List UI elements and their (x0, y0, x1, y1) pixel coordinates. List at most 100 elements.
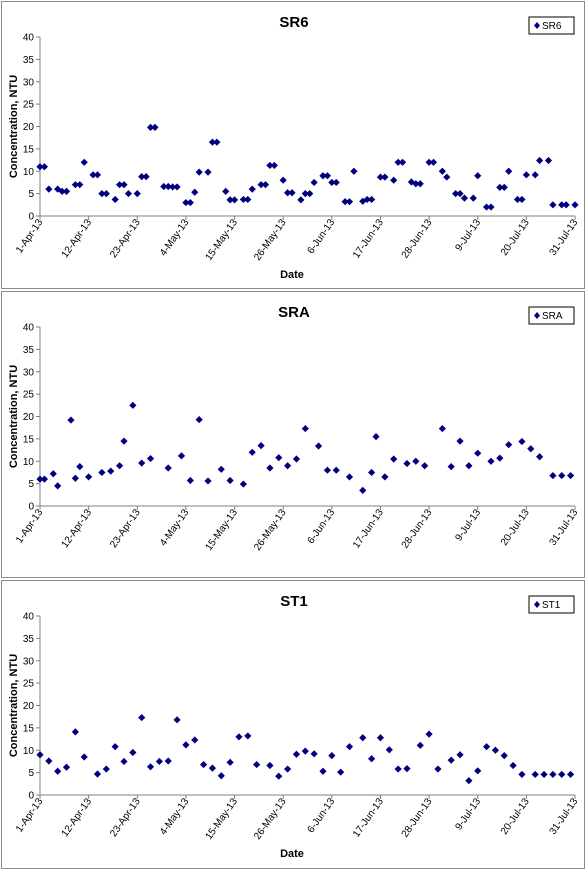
chart-st1: ST1 0 5 10 15 20 25 30 35 40 1-Apr-13 12-Apr-13 23-A… (8, 593, 581, 860)
x-tick-label: 12-Apr-13 (60, 217, 95, 260)
data-point (67, 416, 75, 424)
y-tick-label: 10 (23, 457, 35, 468)
x-tick-label: 17-Jun-13 (351, 796, 386, 840)
data-point (531, 770, 539, 779)
data-point (544, 156, 553, 165)
x-tick-label: 12-Apr-13 (60, 507, 95, 550)
data-point (120, 181, 128, 189)
data-point (102, 765, 110, 773)
data-point (482, 203, 491, 211)
data-point (372, 433, 380, 441)
y-axis-label: Concentration, NTU (8, 365, 20, 468)
data-point (275, 772, 283, 780)
x-tick-label: 17-Jun-13 (351, 507, 386, 551)
data-point (337, 768, 345, 776)
legend-label: SR6 (542, 21, 562, 32)
y-tick-label: 30 (23, 656, 35, 667)
data-point (226, 196, 234, 204)
data-point (279, 176, 287, 184)
chart-title: ST1 (280, 593, 308, 610)
data-point (465, 462, 473, 470)
data-point (71, 181, 79, 189)
x-tick-label: 9-Jul-13 (453, 796, 483, 832)
data-point (518, 195, 526, 204)
data-point (368, 468, 376, 477)
legend: ST1 (528, 595, 575, 614)
legend-label: ST1 (542, 600, 561, 611)
data-point (522, 171, 530, 179)
x-tick-label: 17-Jun-13 (351, 217, 386, 261)
legend: SRA (528, 306, 575, 325)
data-point (284, 189, 292, 197)
data-point (191, 188, 199, 196)
data-point (115, 181, 124, 189)
x-tick-label: 20-Jul-13 (499, 507, 532, 548)
data-point (474, 172, 482, 180)
data-point (447, 756, 455, 764)
x-tick-label: 28-Jun-13 (400, 217, 435, 261)
data-point (45, 757, 53, 765)
data-point (49, 470, 57, 478)
x-tick-label: 4-May-13 (158, 507, 191, 548)
data-point (288, 189, 296, 197)
y-tick-label: 20 (23, 412, 35, 423)
x-tick-label: 20-Jul-13 (499, 796, 532, 837)
data-point (40, 163, 49, 171)
data-point (151, 123, 159, 131)
data-point (447, 463, 455, 471)
data-point (186, 198, 194, 207)
x-tick-label: 12-Apr-13 (60, 796, 95, 839)
data-point (142, 173, 150, 181)
data-point (120, 437, 128, 445)
legend-marker (534, 601, 540, 608)
data-point (111, 743, 119, 751)
data-point (323, 172, 331, 180)
data-point (310, 750, 318, 758)
y-tick-label: 10 (23, 746, 35, 757)
chart-panel-sra: SRA 0 5 10 15 20 25 30 35 40 1-Apr-13 12-Apr-13 23-A… (1, 291, 585, 578)
data-point (107, 467, 115, 475)
data-point (438, 424, 446, 433)
data-point (513, 195, 522, 204)
data-point (120, 757, 128, 766)
data-point (93, 770, 102, 778)
x-tick-label: 9-Jul-13 (453, 507, 483, 543)
x-axis-label: Date (280, 848, 304, 860)
data-point (368, 195, 376, 204)
x-tick-label: 1-Apr-13 (14, 217, 46, 256)
x-tick-label: 1-Apr-13 (14, 507, 46, 546)
y-tick-label: 25 (23, 100, 35, 111)
data-point (164, 182, 172, 191)
data-point (500, 183, 508, 191)
data-point (505, 441, 513, 449)
y-tick-label: 10 (23, 167, 35, 178)
data-point (71, 474, 79, 482)
data-point (518, 770, 526, 779)
data-point (284, 765, 292, 773)
data-point (416, 741, 424, 749)
data-point (235, 733, 243, 741)
data-point (558, 770, 566, 779)
data-point (474, 449, 482, 457)
data-point (368, 755, 376, 763)
x-tick-label: 23-Apr-13 (108, 217, 143, 260)
x-tick-label: 15-May-13 (204, 507, 241, 553)
data-point (129, 401, 137, 409)
y-tick-label: 5 (28, 189, 34, 200)
y-tick-label: 0 (28, 502, 34, 513)
legend-marker (534, 312, 540, 319)
data-point (549, 770, 557, 779)
data-point (345, 743, 354, 751)
y-tick-label: 40 (23, 612, 35, 623)
data-point (266, 161, 274, 170)
data-point (217, 772, 225, 780)
data-point (89, 171, 97, 179)
data-point (376, 734, 385, 742)
data-point (284, 462, 292, 470)
chart-panel-sr6: SR6 0 5 10 15 20 25 30 35 40 1-Apr-13 12-Apr-13 23-A… (1, 1, 585, 289)
data-point (505, 167, 513, 175)
data-point (217, 465, 225, 473)
data-point (182, 198, 190, 207)
x-tick-label: 6-Jun-13 (306, 507, 338, 546)
data-point (191, 736, 199, 744)
